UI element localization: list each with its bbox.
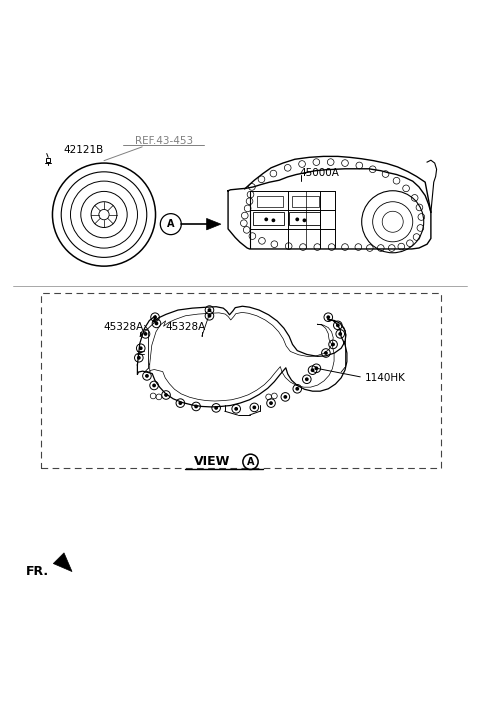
Circle shape bbox=[179, 401, 182, 405]
Text: A: A bbox=[247, 457, 254, 467]
Circle shape bbox=[145, 374, 149, 378]
Circle shape bbox=[269, 401, 273, 405]
Circle shape bbox=[194, 405, 198, 408]
Circle shape bbox=[302, 218, 306, 222]
Circle shape bbox=[305, 377, 309, 381]
Text: VIEW: VIEW bbox=[194, 455, 230, 468]
Circle shape bbox=[152, 383, 156, 388]
Circle shape bbox=[272, 218, 276, 222]
Circle shape bbox=[264, 217, 268, 221]
Circle shape bbox=[324, 351, 328, 355]
Circle shape bbox=[139, 347, 143, 350]
Circle shape bbox=[144, 332, 147, 336]
Circle shape bbox=[331, 342, 335, 347]
Polygon shape bbox=[53, 553, 72, 572]
Circle shape bbox=[164, 393, 168, 397]
Circle shape bbox=[338, 332, 342, 336]
Text: FR.: FR. bbox=[26, 565, 49, 578]
Text: 45328A: 45328A bbox=[103, 321, 143, 332]
Circle shape bbox=[207, 308, 211, 312]
Text: 45328A: 45328A bbox=[165, 321, 205, 332]
Polygon shape bbox=[206, 218, 221, 230]
Text: 42121B: 42121B bbox=[63, 145, 104, 155]
Text: 45000A: 45000A bbox=[300, 167, 339, 178]
Text: A: A bbox=[167, 219, 175, 229]
Circle shape bbox=[295, 387, 299, 390]
Circle shape bbox=[326, 316, 330, 319]
Circle shape bbox=[252, 405, 256, 409]
Circle shape bbox=[153, 316, 157, 319]
Circle shape bbox=[295, 217, 299, 221]
Circle shape bbox=[336, 323, 340, 327]
Circle shape bbox=[207, 314, 211, 318]
Text: 1140HK: 1140HK bbox=[365, 373, 406, 383]
Circle shape bbox=[155, 321, 158, 325]
Circle shape bbox=[283, 395, 287, 399]
Circle shape bbox=[214, 406, 218, 409]
Text: REF.43-453: REF.43-453 bbox=[134, 136, 192, 145]
Circle shape bbox=[234, 407, 238, 411]
Circle shape bbox=[311, 369, 314, 372]
Circle shape bbox=[137, 356, 141, 359]
Circle shape bbox=[314, 366, 318, 370]
